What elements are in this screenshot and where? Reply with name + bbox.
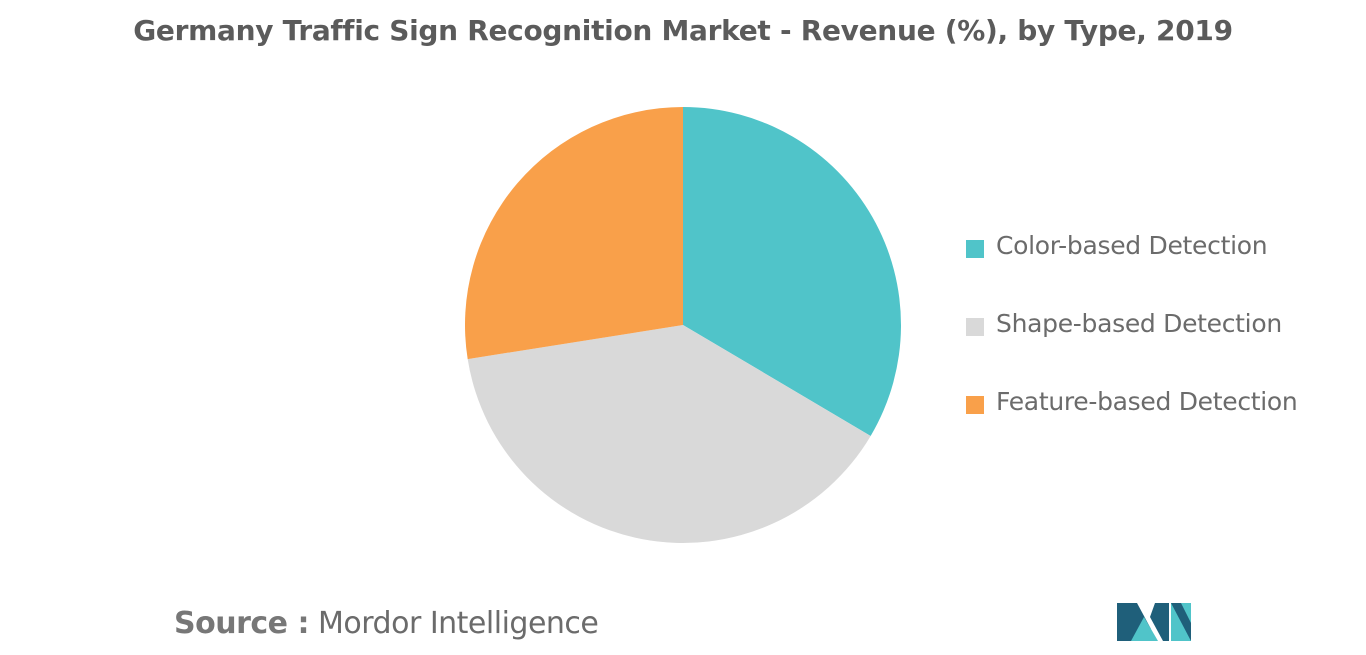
pie-slice-color-based-detection[interactable] [683, 107, 901, 436]
legend-label: Color-based Detection [996, 231, 1268, 260]
source-prefix: Source : [174, 606, 309, 641]
chart-title: Germany Traffic Sign Recognition Market … [133, 14, 1233, 47]
pie-slices [464, 107, 901, 544]
legend-swatch [966, 318, 984, 336]
mordor-intelligence-logo-icon [1117, 603, 1191, 641]
logo-shape-right-cut [1171, 603, 1191, 641]
pie-slice-shape-based-detection[interactable] [467, 325, 871, 544]
logo-shape-right [1150, 603, 1169, 641]
source-text: Mordor Intelligence [318, 606, 599, 641]
logo-shape-mid [1131, 617, 1158, 641]
source-note: Source : Mordor Intelligence [174, 606, 599, 641]
legend-swatch [966, 396, 984, 414]
legend-swatch [966, 240, 984, 258]
pie-slice-feature-based-detection[interactable] [464, 107, 683, 360]
legend-label: Shape-based Detection [996, 309, 1282, 338]
legend-label: Feature-based Detection [996, 387, 1298, 416]
